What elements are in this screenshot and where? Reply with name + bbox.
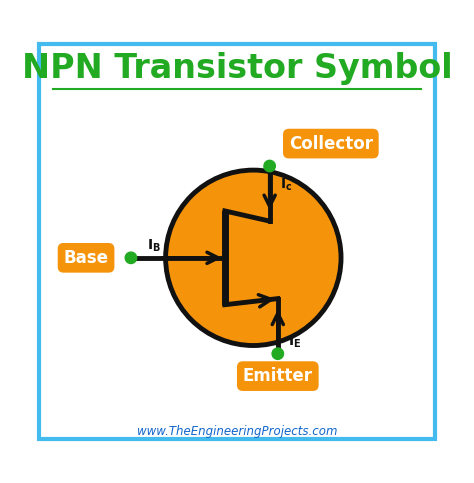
Text: Base: Base	[64, 249, 109, 267]
Text: $\mathbf{I_c}$: $\mathbf{I_c}$	[280, 176, 292, 193]
Circle shape	[264, 160, 275, 172]
Text: Emitter: Emitter	[243, 367, 313, 385]
Circle shape	[272, 348, 283, 359]
Text: $\mathbf{I_B}$: $\mathbf{I_B}$	[147, 238, 161, 254]
FancyBboxPatch shape	[39, 43, 435, 440]
Circle shape	[165, 170, 341, 345]
Text: www.TheEngineeringProjects.com: www.TheEngineeringProjects.com	[137, 425, 337, 438]
Text: NPN Transistor Symbol: NPN Transistor Symbol	[22, 52, 452, 85]
Text: Collector: Collector	[289, 135, 373, 153]
Circle shape	[125, 252, 137, 264]
Text: $\mathbf{I_E}$: $\mathbf{I_E}$	[288, 334, 301, 350]
